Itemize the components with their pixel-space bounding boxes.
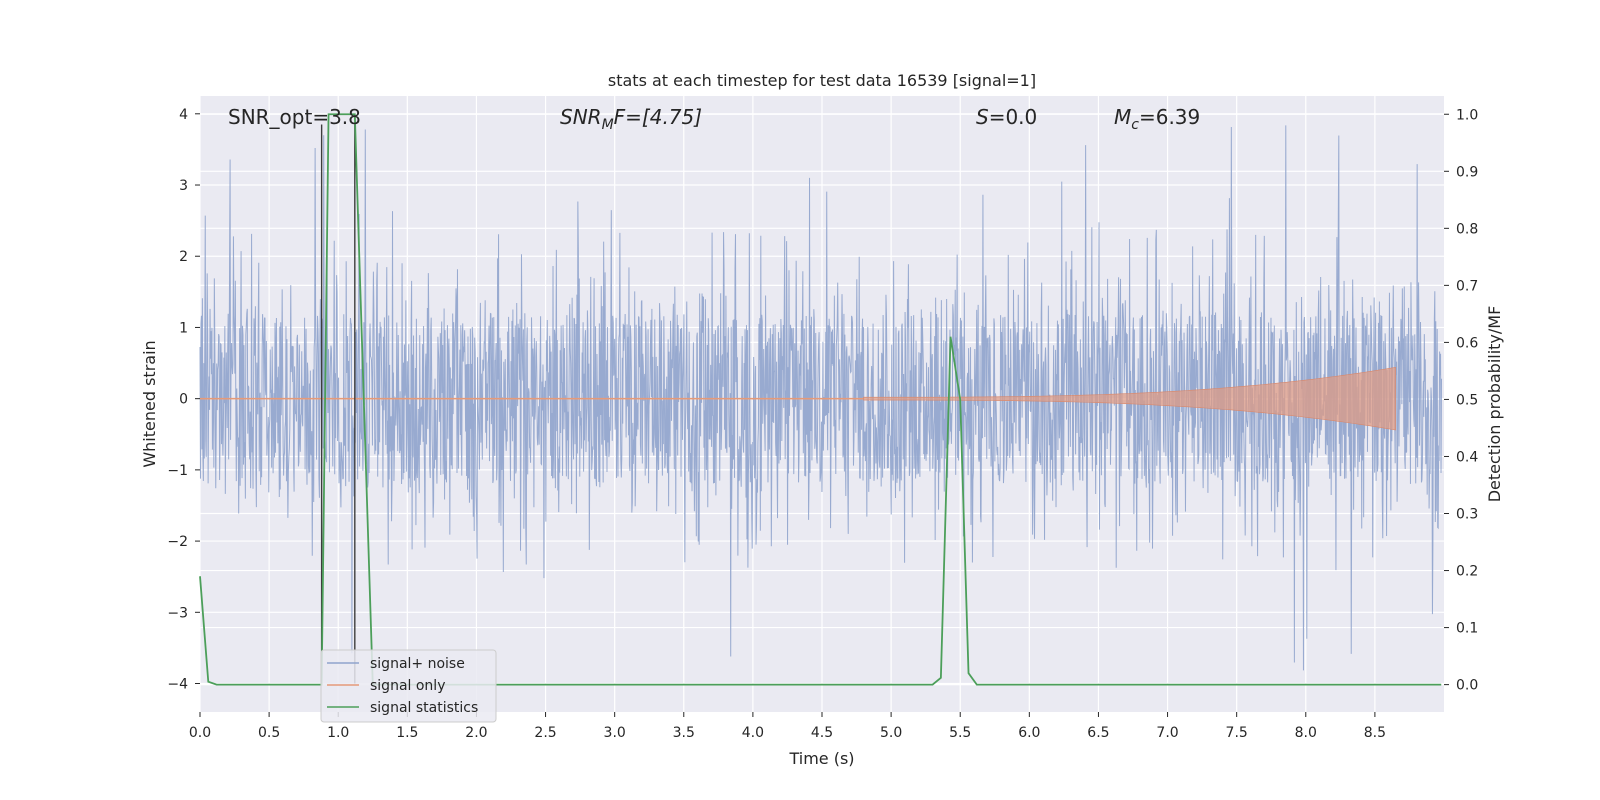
s-label: S — [976, 105, 989, 129]
vertical-markers — [320, 124, 356, 684]
mc-sub: c — [1131, 117, 1139, 133]
x-tick-label: 2.5 — [534, 725, 556, 741]
snr-mf-main: SNR — [560, 105, 602, 129]
chart-title: stats at each timestep for test data 165… — [608, 71, 1036, 90]
x-tick-label: 8.0 — [1295, 725, 1317, 741]
x-tick-label: 0.0 — [189, 725, 211, 741]
annotation-snr-opt: SNR_opt=3.8 — [228, 105, 361, 129]
x-tick-label: 7.5 — [1226, 725, 1248, 741]
x-tick-label: 6.5 — [1087, 725, 1109, 741]
y-right-tick-label: 0.7 — [1456, 278, 1478, 294]
x-tick-label: 5.5 — [949, 725, 971, 741]
x-tick-label: 3.0 — [604, 725, 626, 741]
legend-label-signal-only: signal only — [370, 678, 445, 694]
y-right-tick-label: 0.4 — [1456, 449, 1478, 465]
y-right-tick-label: 0.6 — [1456, 335, 1478, 351]
mc-main: M — [1114, 105, 1131, 129]
y-left-tick-label: 0 — [179, 392, 188, 408]
mc-value: =6.39 — [1139, 105, 1200, 129]
x-tick-label: 5.0 — [880, 725, 902, 741]
x-tick-label: 4.0 — [742, 725, 764, 741]
y-left-tick-label: −3 — [167, 605, 188, 621]
annotation-s: S=0.0 — [976, 105, 1037, 129]
y-left-tick-label: −2 — [167, 534, 188, 550]
snr-mf-sub: M — [602, 117, 614, 133]
series-signal-only — [200, 366, 1396, 431]
x-tick-label: 4.5 — [811, 725, 833, 741]
signal-only-chirp — [863, 366, 1396, 431]
x-tick-label: 1.0 — [327, 725, 349, 741]
series-signal-noise — [199, 125, 1443, 671]
y-left-tick-label: −1 — [167, 463, 188, 479]
y-left-tick-label: 4 — [179, 107, 188, 123]
x-tick-label: 3.5 — [673, 725, 695, 741]
legend-label-signal-noise: signal+ noise — [370, 656, 465, 672]
y-right-tick-label: 0.2 — [1456, 564, 1478, 580]
x-tick-label: 7.0 — [1156, 725, 1178, 741]
x-tick-label: 8.5 — [1364, 725, 1386, 741]
legend-label-signal-statistics: signal statistics — [370, 700, 478, 716]
y-right-tick-label: 1.0 — [1456, 107, 1478, 123]
y-right-tick-label: 0.5 — [1456, 392, 1478, 408]
y-axis-right-ticks: 1.0 0.9 0.8 0.7 0.6 0.5 0.4 0.3 0.2 0.1 0.0 — [1444, 107, 1478, 694]
x-tick-label: 2.0 — [465, 725, 487, 741]
x-tick-label: 1.5 — [396, 725, 418, 741]
x-axis-ticks: 0.0 0.5 1.0 1.5 2.0 2.5 3.0 3.5 4.0 4.5 5.0 5.5 6.0 6… — [189, 712, 1386, 741]
x-tick-label: 6.0 — [1018, 725, 1040, 741]
y-right-tick-label: 0.0 — [1456, 678, 1478, 694]
y-right-tick-label: 0.3 — [1456, 507, 1478, 523]
y-left-tick-label: 1 — [179, 320, 188, 336]
x-tick-label: 0.5 — [258, 725, 280, 741]
y-left-tick-label: 3 — [179, 178, 188, 194]
s-value: =0.0 — [989, 105, 1038, 129]
legend-box — [320, 649, 497, 723]
annotation-snr-mf: SNRMF=[4.75] — [560, 105, 702, 133]
annotation-mc: Mc=6.39 — [1114, 105, 1200, 133]
y-right-tick-label: 0.8 — [1456, 221, 1478, 237]
y-axis-left-label: Whitened strain — [140, 340, 159, 467]
legend: signal+ noise signal only signal statist… — [320, 649, 497, 723]
y-right-tick-label: 0.1 — [1456, 621, 1478, 637]
y-left-tick-label: −4 — [167, 677, 188, 693]
y-right-tick-label: 0.9 — [1456, 164, 1478, 180]
y-axis-left-ticks: 4 3 2 1 0 −1 −2 −3 −4 — [167, 107, 200, 693]
signal-noise-line — [199, 125, 1443, 671]
x-axis-label: Time (s) — [788, 749, 854, 768]
y-left-tick-label: 2 — [179, 249, 188, 265]
snr-mf-rest: F=[4.75] — [614, 105, 702, 129]
y-axis-right-label: Detection probability/MF — [1485, 306, 1504, 503]
